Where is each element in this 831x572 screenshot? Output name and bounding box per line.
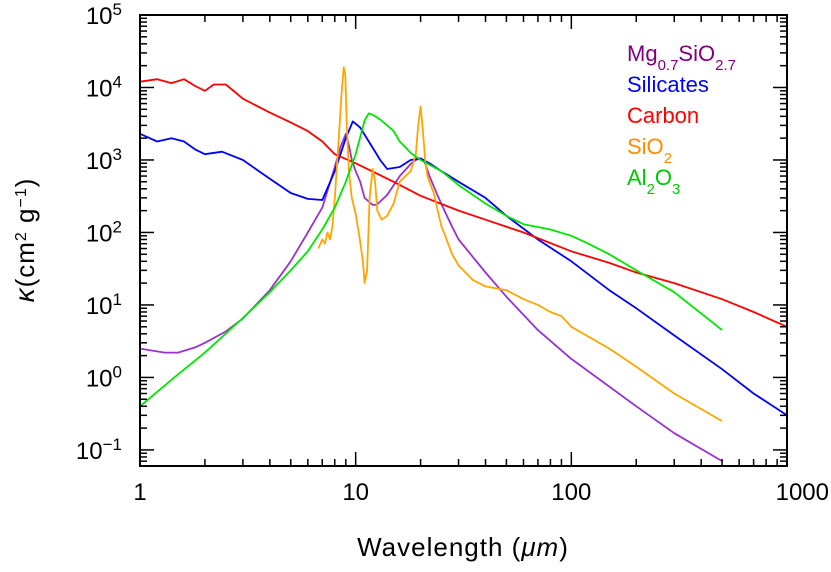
y-tick-label: 10−1	[76, 434, 122, 465]
x-tick-label: 100	[551, 479, 591, 506]
x-tick-label: 10	[342, 479, 369, 506]
y-tick-label: 104	[86, 72, 122, 103]
y-tick-label: 103	[86, 144, 122, 175]
y-tick-label: 105	[86, 0, 122, 30]
y-tick-label: 102	[86, 217, 122, 248]
legend-entry-silicates: Silicates	[627, 72, 709, 97]
series-layer	[140, 66, 787, 462]
y-tick-label: 101	[86, 289, 122, 320]
series-line-sio2	[317, 66, 723, 422]
series-line-al2o3	[140, 112, 723, 407]
plot-frame	[139, 14, 788, 467]
legend-entry-sio2: SiO2	[627, 134, 672, 167]
tick-layer: 1 10 100 1000 10−1 100 101 102 103 104 105	[76, 0, 829, 506]
series-line-silicates	[140, 120, 787, 417]
x-tick-label: 1	[133, 479, 146, 506]
x-tick-label: 1000	[776, 479, 829, 506]
y-axis-label: κ(cm2 g−1)	[9, 178, 40, 303]
legend-entry-al2o3: Al2O3	[627, 165, 680, 198]
x-axis-label: Wavelength (μm)	[357, 532, 569, 562]
legend-entry-carbon: Carbon	[627, 103, 699, 128]
legend-entry-mg0-7sio2-7: Mg0.7SiO2.7	[627, 41, 736, 74]
series-line-carbon	[140, 78, 787, 328]
y-tick-label: 100	[86, 362, 122, 393]
